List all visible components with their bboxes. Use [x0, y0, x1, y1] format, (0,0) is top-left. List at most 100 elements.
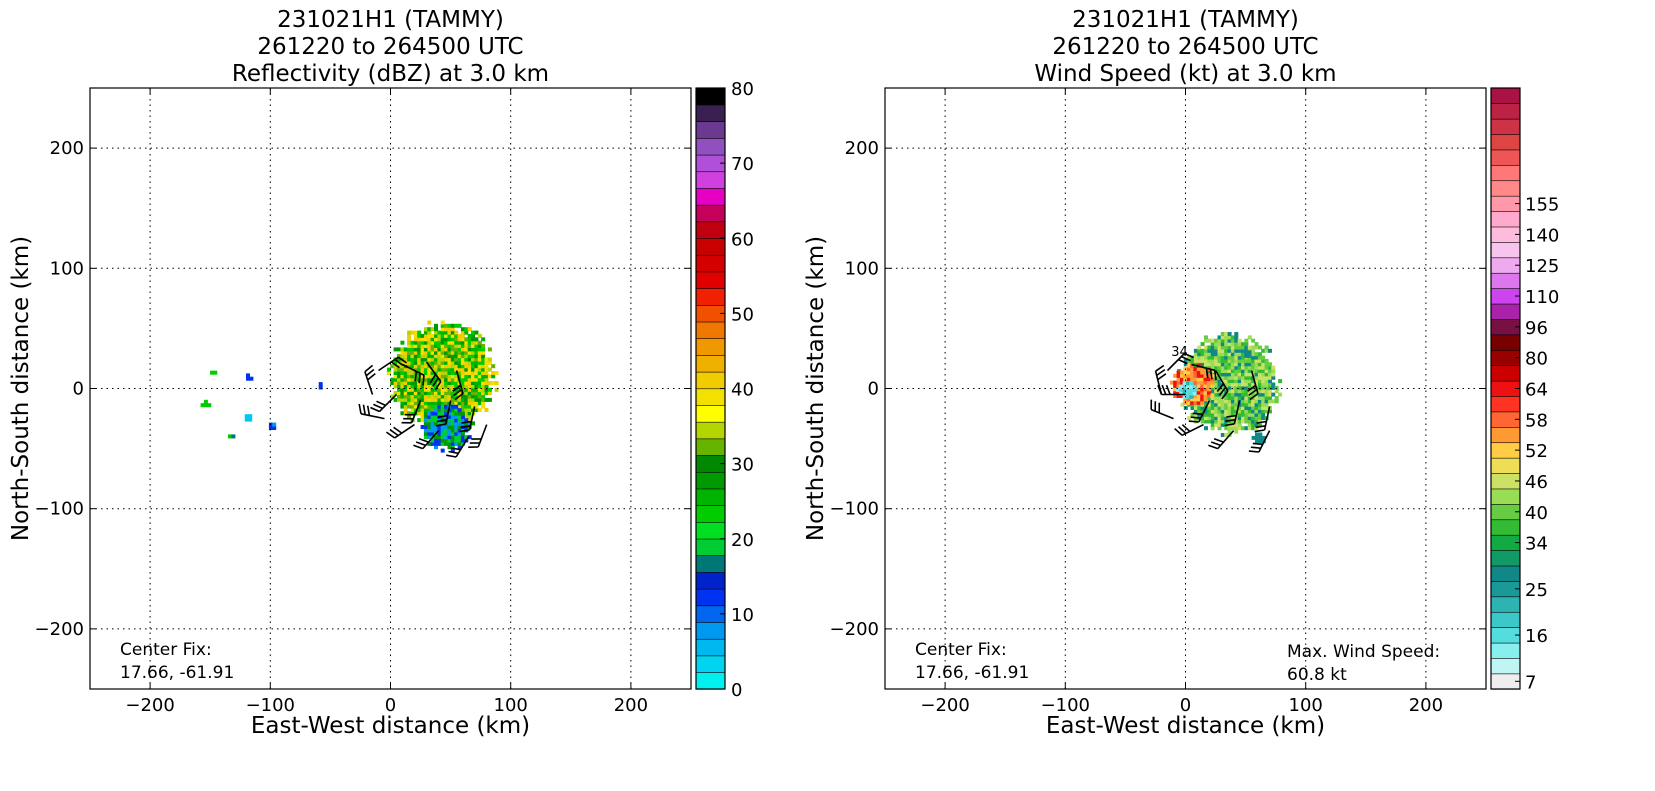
data-cell	[464, 341, 468, 345]
data-cell	[1268, 362, 1272, 366]
colorbar-tick-label: 96	[1525, 318, 1548, 339]
colorbar-tick-label: 110	[1525, 287, 1559, 308]
y-axis-label: North-South distance (km)	[803, 236, 829, 541]
data-cell	[1268, 349, 1272, 353]
colorbar-bin	[696, 338, 725, 355]
colorbar-bin	[696, 672, 725, 689]
colorbar-bin	[1491, 165, 1520, 181]
x-axis-label: East-West distance (km)	[1046, 713, 1325, 739]
colorbar-bin	[696, 255, 725, 272]
chart-title-line: 231021H1 (TAMMY)	[1072, 7, 1299, 33]
colorbar-tick-label: 34	[1525, 534, 1548, 555]
data-cell	[481, 344, 485, 348]
colorbar-tick-label: 155	[1525, 195, 1559, 216]
colorbar-bin	[1491, 566, 1520, 582]
x-tick-label: 200	[614, 695, 648, 716]
colorbar-tick-label: 125	[1525, 256, 1559, 277]
data-cell	[1204, 426, 1208, 430]
colorbar-bin	[1491, 180, 1520, 196]
colorbar-bin	[696, 372, 725, 389]
wind-barb-flag	[446, 455, 456, 457]
colorbar-bin	[1491, 458, 1520, 474]
data-cell	[248, 414, 252, 418]
colorbar-bin	[1491, 489, 1520, 505]
data-cell	[488, 358, 492, 362]
data-cell	[451, 327, 455, 331]
wind-barb-flag	[416, 442, 425, 445]
colorbar-tick-label: 30	[731, 455, 754, 476]
chart-title-line: 261220 to 264500 UTC	[257, 34, 523, 60]
colorbar-bin	[696, 589, 725, 606]
colorbar-bin	[696, 505, 725, 522]
colorbar-tick-label: 20	[731, 530, 754, 551]
y-tick-label: 100	[50, 258, 84, 279]
wind-barb-flag	[370, 408, 379, 412]
data-cell	[319, 382, 323, 386]
wind-barb-flag	[1211, 442, 1220, 445]
colorbar-bin	[696, 572, 725, 589]
wind-barb-flag	[377, 401, 386, 405]
colorbar-bin	[696, 405, 725, 422]
colorbar-bin	[696, 322, 725, 339]
data-cell	[441, 449, 445, 453]
data-cell	[454, 405, 458, 409]
colorbar-bin	[1491, 396, 1520, 412]
colorbar-tick-label: 58	[1525, 410, 1548, 431]
center-fix-annotation: Center Fix:	[120, 640, 212, 660]
colorbar-bin	[696, 272, 725, 289]
data-cell	[491, 364, 495, 368]
colorbar-tick-label: 52	[1525, 441, 1548, 462]
data-cell	[249, 377, 253, 381]
wind-barb-flag	[1255, 430, 1265, 432]
colorbar-bin	[696, 522, 725, 539]
data-cell	[495, 371, 499, 375]
panel-1: 231021H1 (TAMMY)261220 to 264500 UTCRefl…	[8, 7, 754, 739]
data-cell	[1278, 393, 1282, 397]
colorbar-tick-label: 25	[1525, 580, 1548, 601]
plot-frame	[90, 88, 691, 689]
data-cell	[1189, 381, 1193, 385]
colorbar-bin	[696, 222, 725, 239]
y-tick-label: −200	[830, 619, 879, 640]
colorbar-bin	[696, 121, 725, 138]
wind-barb-flag	[1214, 439, 1223, 442]
data-cell	[207, 403, 211, 407]
colorbar-bin	[1491, 365, 1520, 381]
colorbar-bin	[1491, 658, 1520, 674]
wind-barb-flag	[415, 371, 416, 381]
y-axis-label: North-South distance (km)	[8, 236, 34, 541]
colorbar-bin	[696, 138, 725, 155]
colorbar-bin	[1491, 427, 1520, 443]
x-axis-label: East-West distance (km)	[251, 713, 530, 739]
chart-title-line: 261220 to 264500 UTC	[1052, 34, 1318, 60]
wind-barb-flag	[419, 373, 420, 383]
colorbar-bin	[696, 472, 725, 489]
wind-barb-flag	[423, 375, 424, 385]
data-cell	[488, 388, 492, 392]
wind-barb-flag	[449, 452, 459, 454]
y-tick-label: 200	[845, 138, 879, 159]
colorbar-bin	[1491, 211, 1520, 227]
colorbar-bin	[696, 439, 725, 456]
y-tick-label: −200	[35, 619, 84, 640]
data-cell	[272, 423, 276, 427]
max-wind-annotation: 60.8 kt	[1287, 665, 1347, 685]
colorbar-bin	[696, 188, 725, 205]
y-tick-label: 0	[868, 379, 879, 400]
data-field	[201, 321, 499, 453]
data-cell	[461, 412, 465, 416]
colorbar-bin	[696, 105, 725, 122]
data-cell	[485, 408, 489, 412]
colorbar-bin	[1491, 643, 1520, 659]
data-cell	[464, 337, 468, 341]
wind-barb-flag	[373, 404, 382, 408]
colorbar-bin	[1491, 612, 1520, 628]
colorbar-tick-label: 7	[1525, 672, 1536, 693]
data-cell	[1248, 351, 1252, 355]
max-wind-annotation: Max. Wind Speed:	[1287, 642, 1440, 662]
wind-barb-flag	[1193, 413, 1203, 414]
data-cell	[1234, 332, 1238, 336]
